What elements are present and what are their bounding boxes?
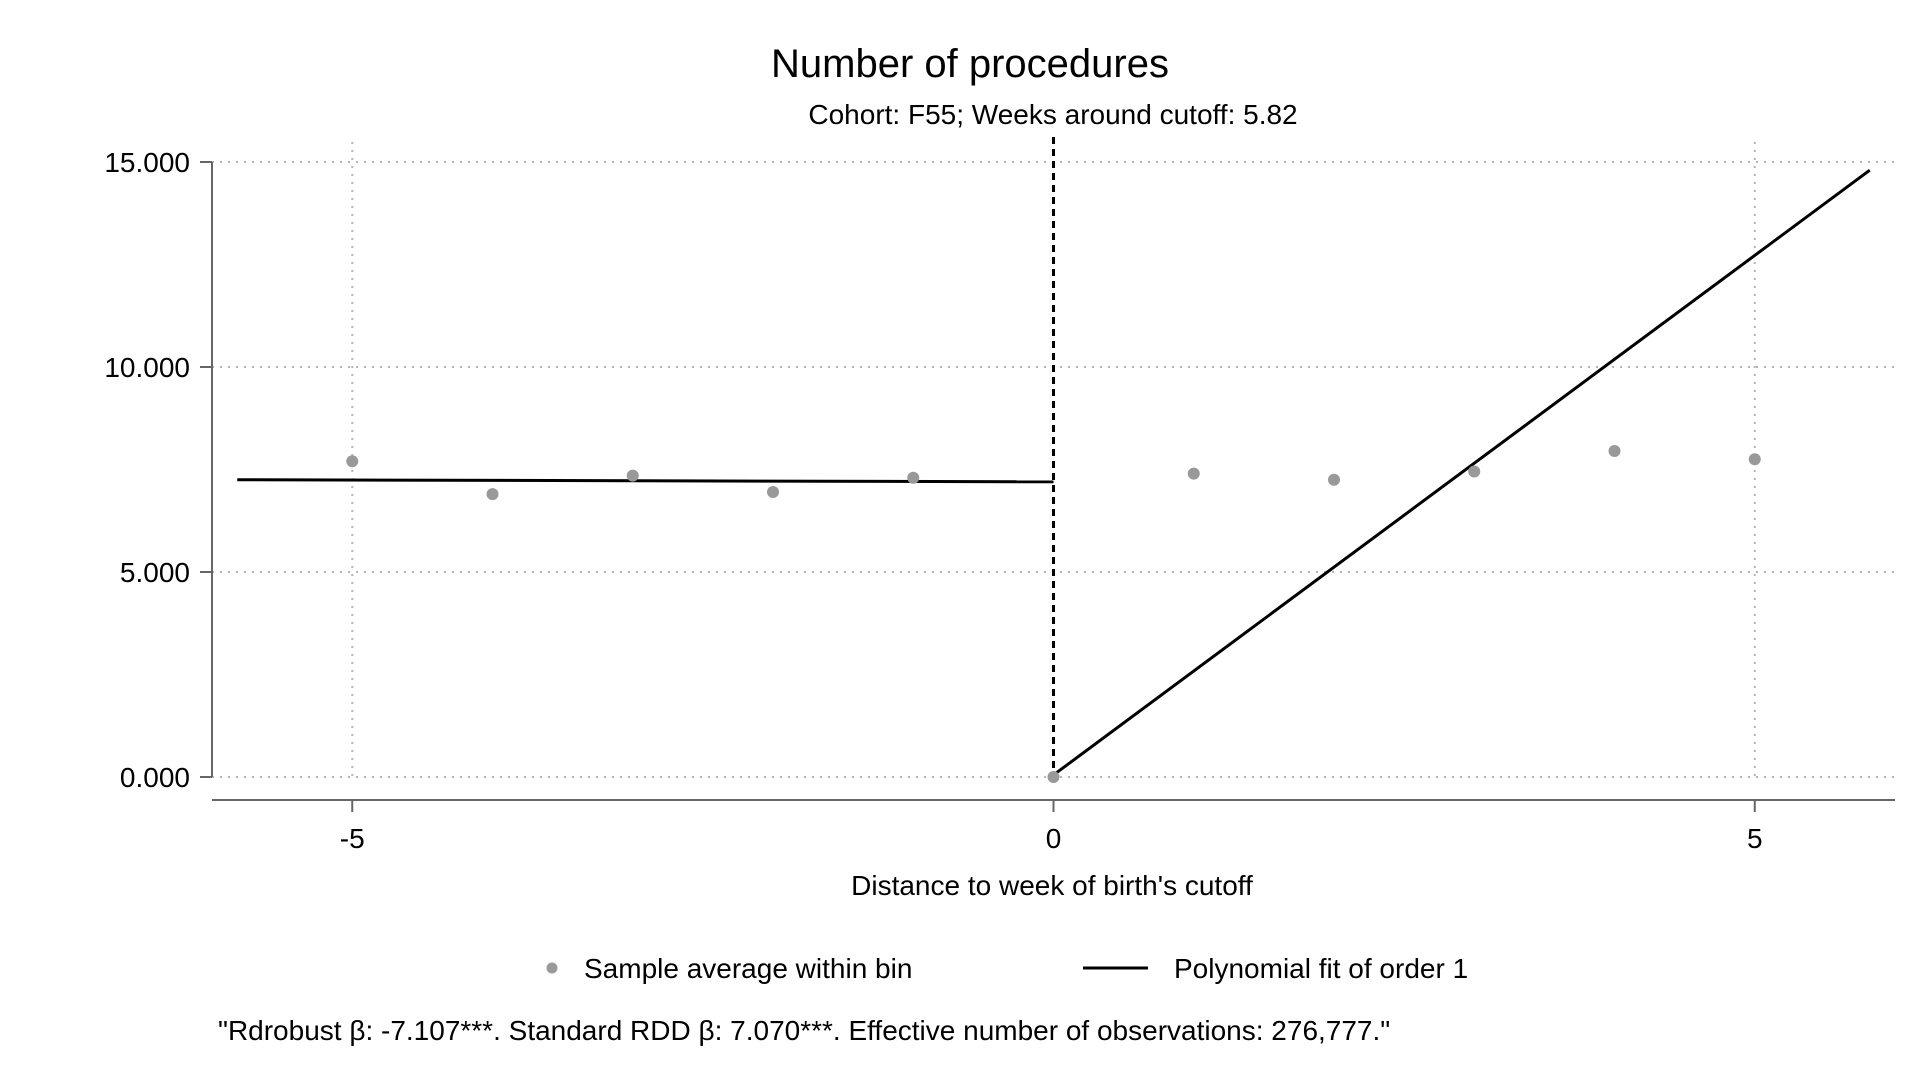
legend: Sample average within bin Polynomial fit… xyxy=(546,953,1468,984)
data-point xyxy=(486,488,499,501)
x-axis: -5 0 5 xyxy=(212,799,1895,854)
data-points xyxy=(346,445,1761,783)
y-axis: 0.000 5.000 10.000 15.000 xyxy=(104,147,213,793)
chart-note: "Rdrobust β: -7.107***. Standard RDD β: … xyxy=(218,1015,1390,1046)
chart-title: Number of procedures xyxy=(771,42,1169,86)
legend-label-line: Polynomial fit of order 1 xyxy=(1174,953,1468,984)
data-point xyxy=(346,455,359,468)
x-axis-title: Distance to week of birth's cutoff xyxy=(851,870,1253,901)
y-tick-label: 0.000 xyxy=(120,762,190,793)
x-tick-label: 5 xyxy=(1747,823,1763,854)
data-point xyxy=(1328,473,1340,486)
data-point xyxy=(1187,467,1200,480)
chart-subtitle: Cohort: F55; Weeks around cutoff: 5.82 xyxy=(808,99,1297,130)
data-point xyxy=(907,471,920,484)
data-point xyxy=(1468,465,1481,478)
legend-marker-points xyxy=(546,962,558,974)
data-point xyxy=(767,486,779,499)
data-point xyxy=(1047,771,1060,783)
y-tick-label: 10.000 xyxy=(104,352,190,383)
y-tick-label: 15.000 xyxy=(104,147,190,178)
y-tick-label: 5.000 xyxy=(120,557,190,588)
fit-line-segment xyxy=(237,478,1054,484)
x-tick-label: 0 xyxy=(1046,823,1062,854)
data-point xyxy=(1608,445,1621,458)
legend-label-points: Sample average within bin xyxy=(584,953,912,984)
fit-line-segment xyxy=(1052,168,1871,777)
data-point xyxy=(626,469,639,482)
x-tick-label: -5 xyxy=(340,823,365,854)
data-point xyxy=(1748,453,1761,466)
